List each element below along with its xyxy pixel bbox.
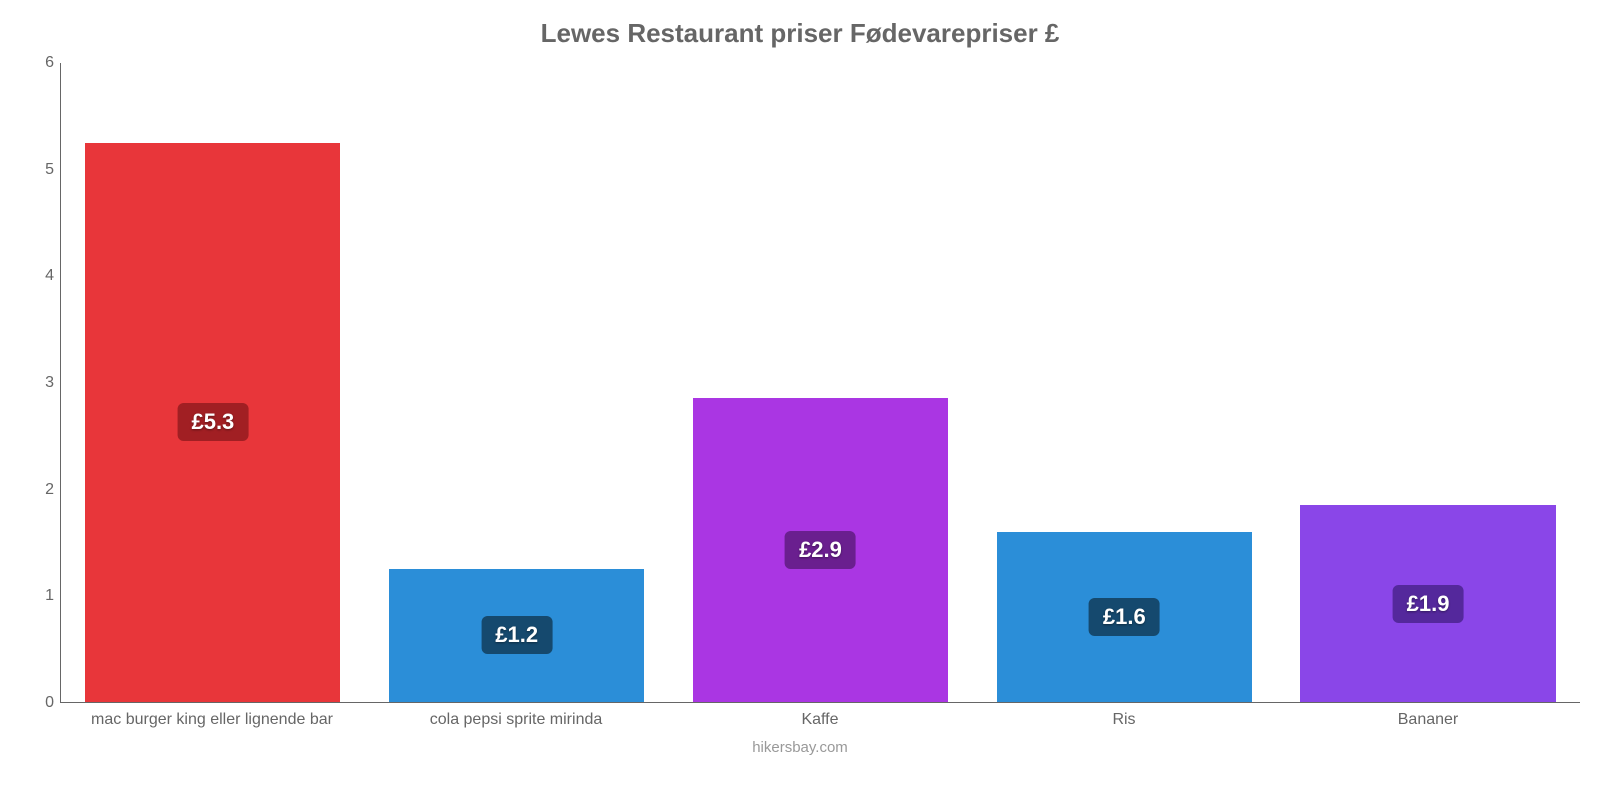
bars-container: £5.3 £1.2 £2.9 £1.6 £1.9	[61, 63, 1580, 702]
y-tick: 6	[45, 54, 54, 72]
y-tick: 5	[45, 161, 54, 179]
bar-slot: £5.3	[61, 63, 365, 702]
x-label: Bananer	[1276, 703, 1580, 729]
plot-area: £5.3 £1.2 £2.9 £1.6 £1.9	[60, 63, 1580, 703]
x-label: Ris	[972, 703, 1276, 729]
y-tick: 2	[45, 481, 54, 499]
x-label: mac burger king eller lignende bar	[60, 703, 364, 729]
bar-slot: £1.2	[365, 63, 669, 702]
bar: £2.9	[693, 398, 948, 702]
price-bar-chart: Lewes Restaurant priser Fødevarepriser £…	[0, 0, 1600, 800]
bar: £1.9	[1300, 505, 1555, 702]
bar: £1.6	[997, 532, 1252, 702]
y-tick: 4	[45, 267, 54, 285]
y-tick: 1	[45, 587, 54, 605]
value-badge: £2.9	[785, 531, 856, 569]
value-badge: £5.3	[177, 403, 248, 441]
x-axis: mac burger king eller lignende barcola p…	[60, 703, 1580, 729]
value-badge: £1.9	[1393, 585, 1464, 623]
bar-slot: £1.6	[972, 63, 1276, 702]
value-badge: £1.2	[481, 616, 552, 654]
x-label: Kaffe	[668, 703, 972, 729]
y-tick: 3	[45, 374, 54, 392]
bar-slot: £2.9	[669, 63, 973, 702]
bar: £1.2	[389, 569, 644, 702]
value-badge: £1.6	[1089, 598, 1160, 636]
bar: £5.3	[85, 143, 340, 702]
chart-footer: hikersbay.com	[20, 729, 1580, 756]
y-axis: 0123456	[20, 63, 60, 703]
chart-title: Lewes Restaurant priser Fødevarepriser £	[20, 10, 1580, 63]
plot-row: 0123456 £5.3£1.2£2.9£1.6£1.9	[20, 63, 1580, 703]
x-label: cola pepsi sprite mirinda	[364, 703, 668, 729]
y-tick: 0	[45, 694, 54, 712]
bar-slot: £1.9	[1276, 63, 1580, 702]
